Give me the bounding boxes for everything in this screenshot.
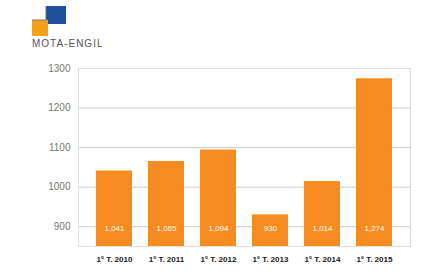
svg-text:1200: 1200 [48, 102, 71, 113]
svg-text:930: 930 [264, 224, 278, 233]
svg-text:1300: 1300 [48, 63, 71, 74]
svg-text:900: 900 [54, 221, 71, 232]
svg-text:1º T. 2011: 1º T. 2011 [149, 255, 185, 264]
svg-text:1100: 1100 [49, 142, 71, 153]
svg-text:1º T. 2014: 1º T. 2014 [305, 255, 341, 264]
svg-text:1,041: 1,041 [104, 224, 125, 233]
svg-text:1º T. 2012: 1º T. 2012 [201, 255, 237, 264]
svg-text:1,094: 1,094 [208, 224, 229, 233]
svg-text:1º T. 2015: 1º T. 2015 [357, 255, 393, 264]
html-text:MOTA-ENGIL: MOTA-ENGIL [32, 38, 104, 49]
svg-text:1,065: 1,065 [156, 224, 177, 233]
svg-text:1000: 1000 [48, 181, 71, 192]
svg-text:1º T. 2013: 1º T. 2013 [253, 255, 289, 264]
svg-text:1º T. 2010: 1º T. 2010 [97, 255, 133, 264]
svg-text:1,014: 1,014 [312, 224, 333, 233]
svg-text:1,274: 1,274 [364, 224, 385, 233]
